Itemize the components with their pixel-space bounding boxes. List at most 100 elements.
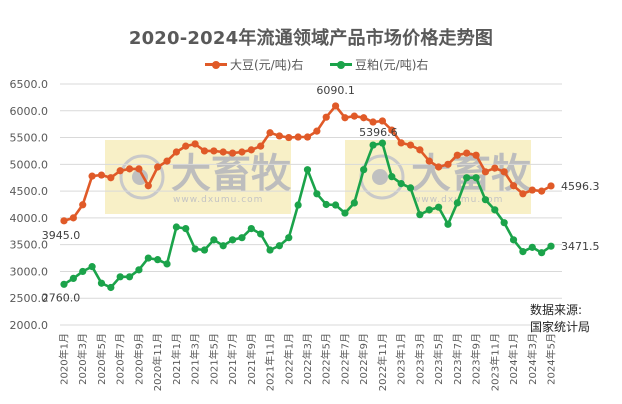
data-point-marker — [266, 129, 274, 137]
data-point-marker — [528, 186, 536, 194]
data-point-marker — [350, 199, 358, 207]
x-tick-label: 2023年11月 — [488, 333, 501, 391]
data-point-marker — [182, 225, 190, 233]
legend-item-soybean-meal[interactable]: 豆粕(元/吨)右 — [330, 56, 428, 73]
data-point-marker — [88, 263, 96, 271]
chart-title: 2020-2024年流通领域产品市场价格走势图 — [128, 28, 494, 49]
data-point-marker — [547, 242, 555, 250]
x-tick-label: 2022年5月 — [320, 333, 333, 385]
chart-legend: 大豆(元/吨)右 豆粕(元/吨)右 — [0, 56, 622, 76]
x-tick-label: 2021年3月 — [189, 333, 202, 385]
y-tick-label: 5500.0 — [10, 132, 49, 145]
x-tick-label: 2021年5月 — [207, 333, 220, 385]
data-point-marker — [125, 165, 134, 173]
data-point-marker — [144, 182, 152, 190]
data-point-marker — [144, 254, 152, 262]
x-tick-label: 2021年11月 — [264, 333, 277, 391]
y-tick-label: 5000.0 — [10, 158, 49, 171]
data-labels: 3945.0 6090.1 4596.3 2760.0 5396.6 3471.5 — [42, 84, 600, 304]
data-point-marker — [444, 160, 452, 168]
watermark-url: www.dxumu.com — [173, 195, 263, 205]
data-point-marker — [425, 157, 433, 165]
data-point-marker — [228, 236, 237, 244]
watermark-logo-icon — [119, 154, 165, 200]
data-point-marker — [172, 223, 180, 231]
series-soybean — [60, 102, 555, 225]
x-tick-label: 2021年7月 — [226, 333, 239, 385]
data-point-marker — [191, 140, 199, 148]
data-point-marker — [509, 236, 518, 244]
x-tick-label: 2024年3月 — [526, 333, 539, 385]
data-point-marker — [453, 199, 461, 207]
legend-label-soybean: 大豆(元/吨)右 — [230, 58, 304, 72]
data-point-marker — [97, 171, 106, 179]
data-point-marker — [154, 256, 162, 264]
data-point-marker — [378, 117, 387, 125]
data-point-marker — [388, 173, 396, 181]
x-tick-label: 2023年9月 — [470, 333, 483, 385]
data-point-marker — [285, 234, 293, 242]
data-point-marker — [463, 149, 471, 157]
data-point-marker — [435, 203, 443, 211]
y-tick-label: 3500.0 — [10, 239, 49, 252]
y-tick-label: 3000.0 — [10, 265, 49, 278]
data-point-marker — [313, 190, 321, 198]
data-point-marker — [107, 174, 115, 182]
data-point-marker — [219, 242, 227, 250]
data-point-marker — [500, 219, 508, 227]
y-tick-label: 2000.0 — [10, 319, 49, 332]
data-point-marker — [210, 236, 218, 244]
data-point-marker — [238, 148, 246, 156]
legend-label-soybean-meal: 豆粕(元/吨)右 — [355, 58, 429, 72]
data-point-marker — [528, 243, 536, 251]
data-point-marker — [294, 201, 302, 209]
series-layer — [60, 102, 555, 292]
data-point-marker — [69, 274, 77, 283]
data-point-marker — [547, 182, 555, 190]
data-label: 6090.1 — [316, 84, 355, 97]
data-point-marker — [406, 184, 415, 192]
data-point-marker — [60, 280, 68, 288]
data-point-marker — [519, 248, 527, 256]
x-tick-label: 2020年11月 — [151, 333, 164, 391]
data-point-marker — [257, 230, 265, 238]
data-point-marker — [481, 196, 490, 204]
data-point-marker — [406, 141, 415, 149]
data-label: 4596.3 — [561, 180, 600, 193]
legend-line-marker-icon — [205, 60, 227, 69]
data-point-marker — [463, 174, 471, 182]
data-point-marker — [435, 163, 443, 171]
data-point-marker — [247, 146, 255, 154]
x-tick-label: 2023年7月 — [451, 333, 464, 385]
x-tick-label: 2024年1月 — [507, 333, 520, 385]
data-point-marker — [88, 172, 96, 180]
data-point-marker — [472, 151, 480, 159]
data-point-marker — [378, 139, 387, 147]
legend-item-soybean[interactable]: 大豆(元/吨)右 — [205, 56, 303, 73]
data-point-marker — [79, 201, 87, 209]
y-tick-label: 4500.0 — [10, 185, 49, 198]
x-tick-label: 2023年1月 — [395, 333, 408, 385]
x-tick-label: 2023年5月 — [432, 333, 445, 385]
data-point-marker — [453, 151, 461, 159]
x-axis: 2020年1月 2020年3月 2020年5月 2020年7月 2020年9月 2020年… — [58, 333, 558, 391]
data-point-marker — [416, 211, 424, 219]
data-point-marker — [275, 242, 284, 250]
data-point-marker — [228, 149, 237, 157]
data-point-marker — [163, 260, 171, 268]
x-tick-label: 2020年7月 — [114, 333, 127, 385]
y-axis: 6500.0 6000.0 5500.0 5000.0 4500.0 4000.0 3500… — [10, 78, 49, 332]
data-point-marker — [79, 267, 87, 276]
data-label: 2760.0 — [42, 291, 81, 304]
data-point-marker — [538, 187, 546, 195]
data-point-marker — [444, 220, 452, 228]
data-point-marker — [135, 165, 143, 173]
x-tick-label: 2023年3月 — [413, 333, 426, 385]
x-tick-label: 2022年7月 — [338, 333, 351, 385]
data-point-marker — [509, 182, 518, 190]
x-tick-label: 2021年9月 — [245, 333, 258, 385]
x-tick-label: 2020年5月 — [95, 333, 108, 385]
